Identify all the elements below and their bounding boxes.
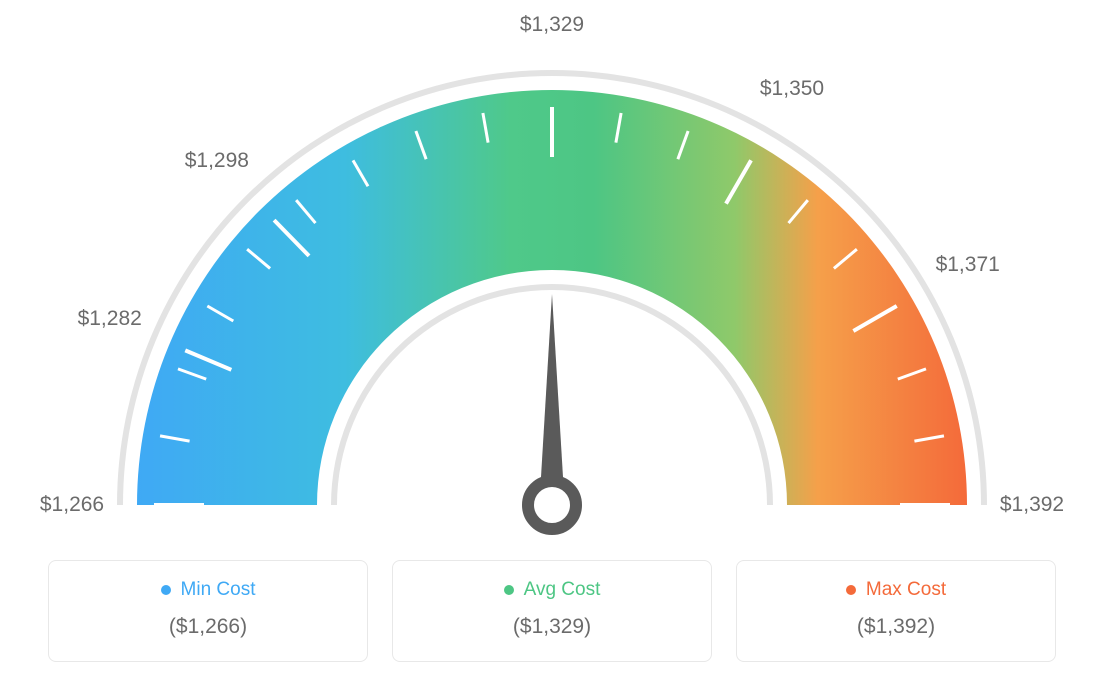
legend-title-text: Max Cost	[866, 579, 946, 601]
dot-icon	[161, 585, 171, 595]
legend-title-avg: Avg Cost	[504, 579, 601, 601]
gauge-hub	[528, 481, 576, 529]
tick-label: $1,298	[185, 149, 249, 173]
legend-card-max: Max Cost ($1,392)	[736, 560, 1056, 662]
legend-value-avg: ($1,329)	[393, 615, 711, 639]
legend-title-text: Min Cost	[181, 579, 256, 601]
legend-card-avg: Avg Cost ($1,329)	[392, 560, 712, 662]
dot-icon	[846, 585, 856, 595]
tick-label: $1,371	[936, 253, 1000, 277]
gauge-svg	[0, 0, 1104, 560]
legend-row: Min Cost ($1,266) Avg Cost ($1,329) Max …	[0, 560, 1104, 662]
legend-value-min: ($1,266)	[49, 615, 367, 639]
tick-label: $1,329	[520, 13, 584, 37]
legend-title-text: Avg Cost	[524, 579, 601, 601]
cost-gauge-chart: $1,266 $1,282 $1,298 $1,329 $1,350 $1,371 $1,3…	[0, 0, 1104, 560]
legend-card-min: Min Cost ($1,266)	[48, 560, 368, 662]
gauge-needle	[541, 294, 563, 477]
tick-label: $1,266	[40, 493, 104, 517]
tick-label: $1,350	[760, 77, 824, 101]
legend-title-max: Max Cost	[846, 579, 946, 601]
tick-label: $1,282	[78, 307, 142, 331]
legend-title-min: Min Cost	[161, 579, 256, 601]
tick-label: $1,392	[1000, 493, 1064, 517]
legend-value-max: ($1,392)	[737, 615, 1055, 639]
dot-icon	[504, 585, 514, 595]
